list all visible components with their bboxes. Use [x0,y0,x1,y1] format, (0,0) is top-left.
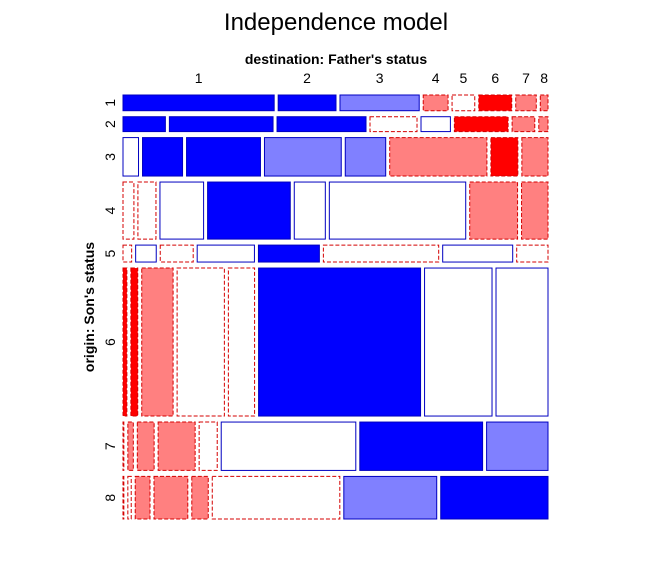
mosaic-tile [122,137,140,177]
mosaic-tile [451,94,476,112]
mosaic-tile [440,475,549,520]
column-tick-label: 8 [540,70,548,86]
mosaic-tile [157,421,196,471]
x-axis-title: destination: Father's status [245,51,427,67]
mosaic-tile [521,137,549,177]
mosaic-tile [135,244,157,263]
mosaic-tile [191,475,209,520]
mosaic-tile [424,267,493,417]
column-tick-label: 4 [432,70,440,86]
mosaic-tile [515,94,537,112]
mosaic-tiles [122,94,549,520]
row-tick-labels: 1 2 3 4 5 6 7 8 [102,99,118,502]
mosaic-tile [137,181,157,240]
mosaic-tile [495,267,549,417]
mosaic-tile [176,267,225,417]
mosaic-tile [420,116,451,133]
mosaic-tile [339,94,420,112]
mosaic-tile [142,137,184,177]
mosaic-tile [359,421,484,471]
mosaic-tile [277,94,337,112]
column-tick-label: 3 [376,70,384,86]
mosaic-tile [293,181,326,240]
mosaic-tile [478,94,513,112]
column-tick-label: 1 [195,70,203,86]
mosaic-tile [343,475,438,520]
column-tick-label: 7 [522,70,530,86]
row-tick-label: 6 [102,338,118,346]
row-tick-label: 7 [102,442,118,450]
mosaic-tile [122,244,133,263]
mosaic-tile [134,475,151,520]
mosaic-tile [159,244,194,263]
mosaic-tile [207,181,291,240]
mosaic-tile [198,421,218,471]
mosaic-tile [220,421,357,471]
column-tick-label: 6 [491,70,499,86]
mosaic-tile [521,181,549,240]
chart-title: Independence model [224,9,448,36]
mosaic-tile [389,137,488,177]
mosaic-tile [141,267,174,417]
mosaic-tile [227,267,256,417]
row-tick-label: 1 [102,99,118,107]
column-tick-label: 2 [303,70,311,86]
mosaic-tile [127,475,132,520]
row-tick-label: 2 [102,120,118,128]
mosaic-tile [122,475,125,520]
mosaic-tile [276,116,367,133]
mosaic-tile [122,267,128,417]
mosaic-tile [538,116,549,133]
row-tick-label: 8 [102,494,118,502]
row-tick-label: 3 [102,153,118,161]
mosaic-tile [122,94,275,112]
mosaic-tile [442,244,514,263]
mosaic-tile [453,116,509,133]
mosaic-tile [122,116,166,133]
mosaic-tile [486,421,549,471]
mosaic-tile [328,181,467,240]
mosaic-tile [153,475,189,520]
column-tick-label: 5 [460,70,468,86]
mosaic-tile [186,137,261,177]
mosaic-tile [516,244,549,263]
mosaic-tile [122,421,125,471]
mosaic-tile [258,267,422,417]
mosaic-tile [322,244,440,263]
mosaic-tile [422,94,449,112]
mosaic-tile [257,244,320,263]
mosaic-tile [539,94,549,112]
mosaic-tile [369,116,418,133]
mosaic-tile [159,181,205,240]
mosaic-tile [263,137,342,177]
mosaic-tile [490,137,519,177]
mosaic-tile [469,181,519,240]
mosaic-tile [122,181,135,240]
row-tick-label: 4 [102,206,118,214]
mosaic-tile [196,244,255,263]
mosaic-tile [127,421,134,471]
mosaic-tile [344,137,387,177]
mosaic-tile [130,267,139,417]
mosaic-tile [168,116,274,133]
row-tick-label: 5 [102,249,118,257]
mosaic-tile [136,421,155,471]
y-axis-title: origin: Son's status [81,242,97,372]
mosaic-tile [511,116,536,133]
mosaic-tile [211,475,341,520]
